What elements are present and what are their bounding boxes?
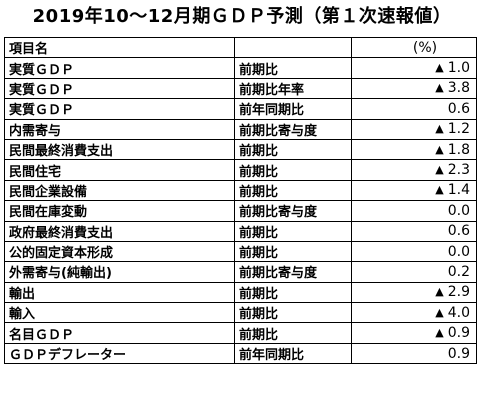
row-measure-type: 前期比寄与度 [234, 118, 352, 140]
row-measure-type: 前年同期比 [234, 98, 352, 120]
row-value: 0.9 [447, 325, 470, 342]
row-measure-type: 前期比寄与度 [234, 200, 352, 222]
table-row: 実質ＧＤＰ 前期比年率 ▲ 3.8 [4, 77, 477, 100]
row-value-cell: 0.6 [351, 220, 477, 242]
table-row: 内需寄与 前期比寄与度 ▲ 1.2 [4, 118, 477, 140]
table-row: 実質ＧＤＰ 前年同期比 0.6 [4, 98, 477, 120]
row-value: 0.6 [447, 223, 470, 240]
row-value-cell: ▲ 1.8 [351, 138, 477, 161]
row-measure-type: 前期比 [234, 57, 352, 79]
row-value: 1.0 [447, 60, 470, 77]
row-value: 1.4 [447, 182, 470, 199]
row-item-name: ＧＤＰデフレーター [4, 342, 235, 365]
row-value: 1.8 [447, 141, 470, 158]
row-item-name: 民間最終消費支出 [4, 138, 235, 161]
table-header-row: 項目名 (%) [4, 36, 477, 59]
row-value: 0.2 [447, 263, 470, 280]
row-item-name: 外需寄与(純輸出) [4, 261, 235, 283]
negative-triangle-icon: ▲ [435, 163, 444, 177]
header-type [234, 36, 352, 59]
row-item-name: 実質ＧＤＰ [4, 57, 235, 79]
row-measure-type: 前期比 [234, 138, 352, 161]
negative-triangle-icon: ▲ [435, 183, 444, 197]
row-value-cell: 0.0 [351, 240, 477, 263]
negative-triangle-icon: ▲ [435, 61, 444, 75]
row-item-name: 政府最終消費支出 [4, 220, 235, 242]
row-value-cell: 0.9 [351, 342, 477, 365]
row-item-name: 内需寄与 [4, 118, 235, 140]
row-value-cell: ▲ 0.9 [351, 322, 477, 344]
table-row: 民間住宅 前期比 ▲ 2.3 [4, 159, 477, 181]
row-measure-type: 前期比寄与度 [234, 261, 352, 283]
row-value-cell: ▲ 1.4 [351, 179, 477, 202]
row-measure-type: 前期比 [234, 322, 352, 344]
row-value-cell: 0.2 [351, 261, 477, 283]
table-row: 公的固定資本形成 前期比 0.0 [4, 240, 477, 263]
row-item-name: 実質ＧＤＰ [4, 77, 235, 100]
header-item-name: 項目名 [4, 36, 235, 59]
row-measure-type: 前年同期比 [234, 342, 352, 365]
row-value: 0.0 [447, 243, 470, 260]
table-row: 輸出 前期比 ▲ 2.9 [4, 281, 477, 304]
row-measure-type: 前期比 [234, 281, 352, 304]
row-measure-type: 前期比 [234, 302, 352, 324]
row-item-name: 輸入 [4, 302, 235, 324]
table-row: 民間在庫変動 前期比寄与度 0.0 [4, 200, 477, 222]
gdp-forecast-table: 項目名 (%) 実質ＧＤＰ 前期比 ▲ 1.0 実質ＧＤＰ 前期比年率 ▲ 3.8 実質ＧＤＰ 前… [4, 36, 477, 365]
table-row: 民間最終消費支出 前期比 ▲ 1.8 [4, 138, 477, 161]
row-value-cell: ▲ 4.0 [351, 302, 477, 324]
negative-triangle-icon: ▲ [435, 326, 444, 340]
negative-triangle-icon: ▲ [435, 81, 444, 95]
page-title: 2019年10～12月期ＧＤＰ予測（第１次速報値） [32, 6, 452, 27]
row-value-cell: ▲ 2.9 [351, 281, 477, 304]
negative-triangle-icon: ▲ [435, 285, 444, 299]
table-row: 民間企業設備 前期比 ▲ 1.4 [4, 179, 477, 202]
row-value: 0.0 [447, 202, 470, 219]
negative-triangle-icon: ▲ [435, 122, 444, 136]
table-row: 外需寄与(純輸出) 前期比寄与度 0.2 [4, 261, 477, 283]
row-item-name: 民間企業設備 [4, 179, 235, 202]
row-value: 1.2 [447, 121, 470, 138]
negative-triangle-icon: ▲ [435, 142, 444, 156]
row-value-cell: 0.0 [351, 200, 477, 222]
row-value-cell: ▲ 3.8 [351, 77, 477, 100]
row-item-name: 輸出 [4, 281, 235, 304]
row-item-name: 民間在庫変動 [4, 200, 235, 222]
row-value-cell: 0.6 [351, 98, 477, 120]
row-value: 0.6 [447, 100, 470, 117]
negative-triangle-icon: ▲ [435, 305, 444, 319]
row-item-name: 実質ＧＤＰ [4, 98, 235, 120]
row-item-name: 名目ＧＤＰ [4, 322, 235, 344]
row-measure-type: 前期比年率 [234, 77, 352, 100]
row-item-name: 民間住宅 [4, 159, 235, 181]
row-value-cell: ▲ 2.3 [351, 159, 477, 181]
header-unit: (%) [351, 36, 477, 59]
row-value: 0.9 [447, 345, 470, 362]
row-measure-type: 前期比 [234, 179, 352, 202]
row-value-cell: ▲ 1.0 [351, 57, 477, 79]
row-value: 2.9 [447, 284, 470, 301]
table-row: 政府最終消費支出 前期比 0.6 [4, 220, 477, 242]
row-value: 4.0 [447, 304, 470, 321]
row-value-cell: ▲ 1.2 [351, 118, 477, 140]
table-row: 輸入 前期比 ▲ 4.0 [4, 302, 477, 324]
row-measure-type: 前期比 [234, 240, 352, 263]
table-row: ＧＤＰデフレーター 前年同期比 0.9 [4, 342, 477, 365]
row-measure-type: 前期比 [234, 220, 352, 242]
row-value: 2.3 [447, 162, 470, 179]
row-value: 3.8 [447, 80, 470, 97]
table-row: 名目ＧＤＰ 前期比 ▲ 0.9 [4, 322, 477, 344]
table-row: 実質ＧＤＰ 前期比 ▲ 1.0 [4, 57, 477, 79]
row-item-name: 公的固定資本形成 [4, 240, 235, 263]
row-measure-type: 前期比 [234, 159, 352, 181]
